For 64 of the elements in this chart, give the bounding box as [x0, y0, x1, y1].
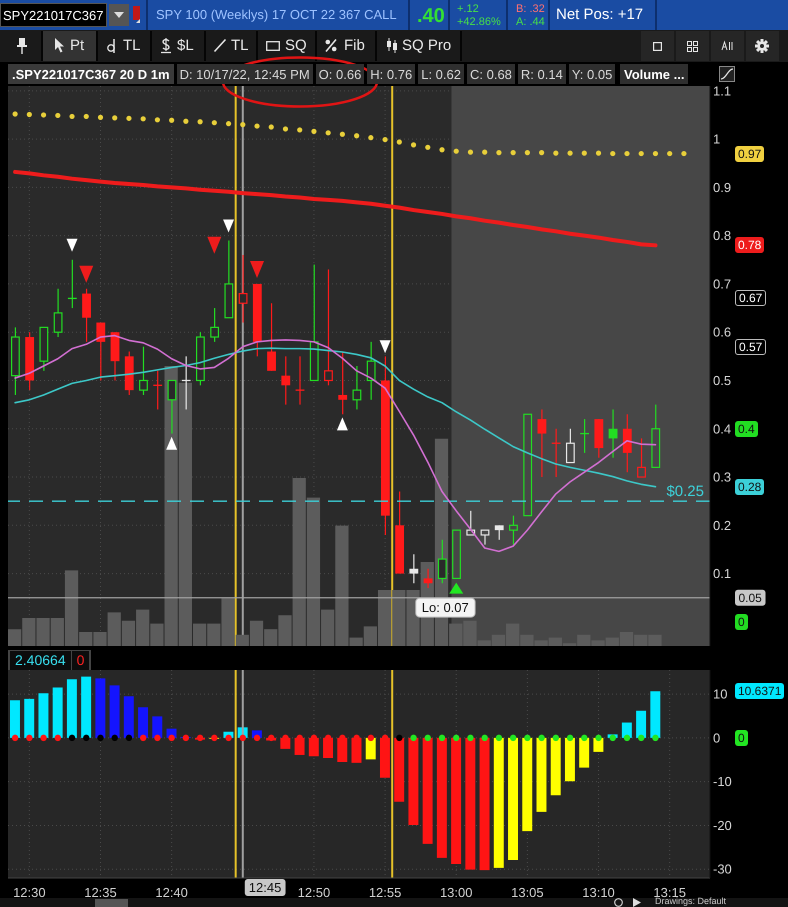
y-tick-label: -20: [713, 818, 732, 833]
text: C: 0.68: [470, 66, 512, 82]
text: TL: [123, 37, 141, 54]
text: SQ Pro: [402, 37, 452, 54]
annotation: Lo: 0.07: [422, 600, 469, 616]
text: L: 0.62: [421, 66, 461, 82]
text: Drawings: Default: [655, 896, 726, 907]
text: O: 0.66: [318, 66, 362, 82]
text: 10.6371: [738, 684, 782, 698]
text: 0: [738, 615, 745, 629]
text: 0: [70, 651, 90, 670]
text: $L: [177, 37, 194, 54]
x-tick-label: 13:00: [440, 885, 473, 900]
chart-title: SPY 100 (Weeklys) 17 OCT 22 367 CALL: [156, 7, 397, 22]
text: +42.86%: [457, 16, 501, 28]
text: SQ: [285, 37, 307, 54]
x-tick-label: 13:05: [511, 885, 544, 900]
text: 0.78: [738, 238, 762, 252]
text: 0: [738, 731, 745, 745]
text: B: .32: [516, 3, 545, 16]
y-tick-label: 0.2: [713, 518, 732, 533]
text: Y: 0.05: [572, 66, 612, 82]
text-field: SPY221017C367: [0, 3, 107, 27]
text: 0.4: [738, 422, 755, 436]
text: 2.40664: [9, 651, 71, 670]
y-tick-label: 10: [713, 686, 728, 702]
text: A: .44: [516, 16, 545, 28]
y-tick-label: 1: [713, 132, 720, 147]
x-tick-label: 12:40: [155, 885, 188, 900]
x-tick-label: 13:10: [582, 885, 615, 900]
text: Net Pos: +17: [556, 6, 644, 24]
text: +.12: [457, 3, 479, 16]
x-tick-label: 12:30: [13, 885, 46, 900]
chart-subtitle: .SPY221017C367 20 D 1m: [12, 66, 170, 82]
y-tick-label: 0.6: [713, 324, 732, 340]
text: H: 0.76: [370, 66, 412, 82]
text: TL: [231, 37, 249, 54]
y-tick-label: -30: [713, 862, 732, 877]
y-tick-label: -10: [713, 774, 732, 790]
y-tick-label: 0: [713, 730, 720, 746]
text: 0.57: [739, 340, 762, 354]
y-tick-label: 0.8: [713, 228, 732, 244]
text: Fib: [344, 37, 365, 54]
text: Pt: [70, 37, 84, 54]
ref-line-label: 12:45: [248, 880, 282, 895]
x-tick-label: 12:50: [298, 885, 330, 900]
chart-title: Volume ...: [624, 66, 684, 82]
text: R: 0.14: [520, 66, 563, 82]
x-tick-label: 12:55: [368, 885, 402, 900]
y-tick-label: 0.7: [713, 276, 732, 292]
text: 0.28: [738, 480, 762, 494]
y-tick-label: 0.9: [713, 180, 732, 195]
ref-line-label: $0.25: [666, 483, 704, 500]
y-tick-label: 0.3: [713, 470, 732, 485]
y-tick-label: 0.5: [713, 372, 732, 388]
text: D: 10/17/22, 12:45 PM: [180, 66, 310, 82]
y-tick-label: 0.4: [713, 421, 732, 436]
ref-line-label: 0.05: [738, 591, 762, 606]
text: .40: [417, 5, 445, 27]
y-tick-label: 0.1: [713, 566, 732, 582]
text: 0.97: [738, 147, 762, 161]
text: 0.67: [739, 291, 762, 305]
y-tick-label: 1.1: [713, 83, 732, 98]
x-tick-label: 12:35: [84, 885, 117, 900]
